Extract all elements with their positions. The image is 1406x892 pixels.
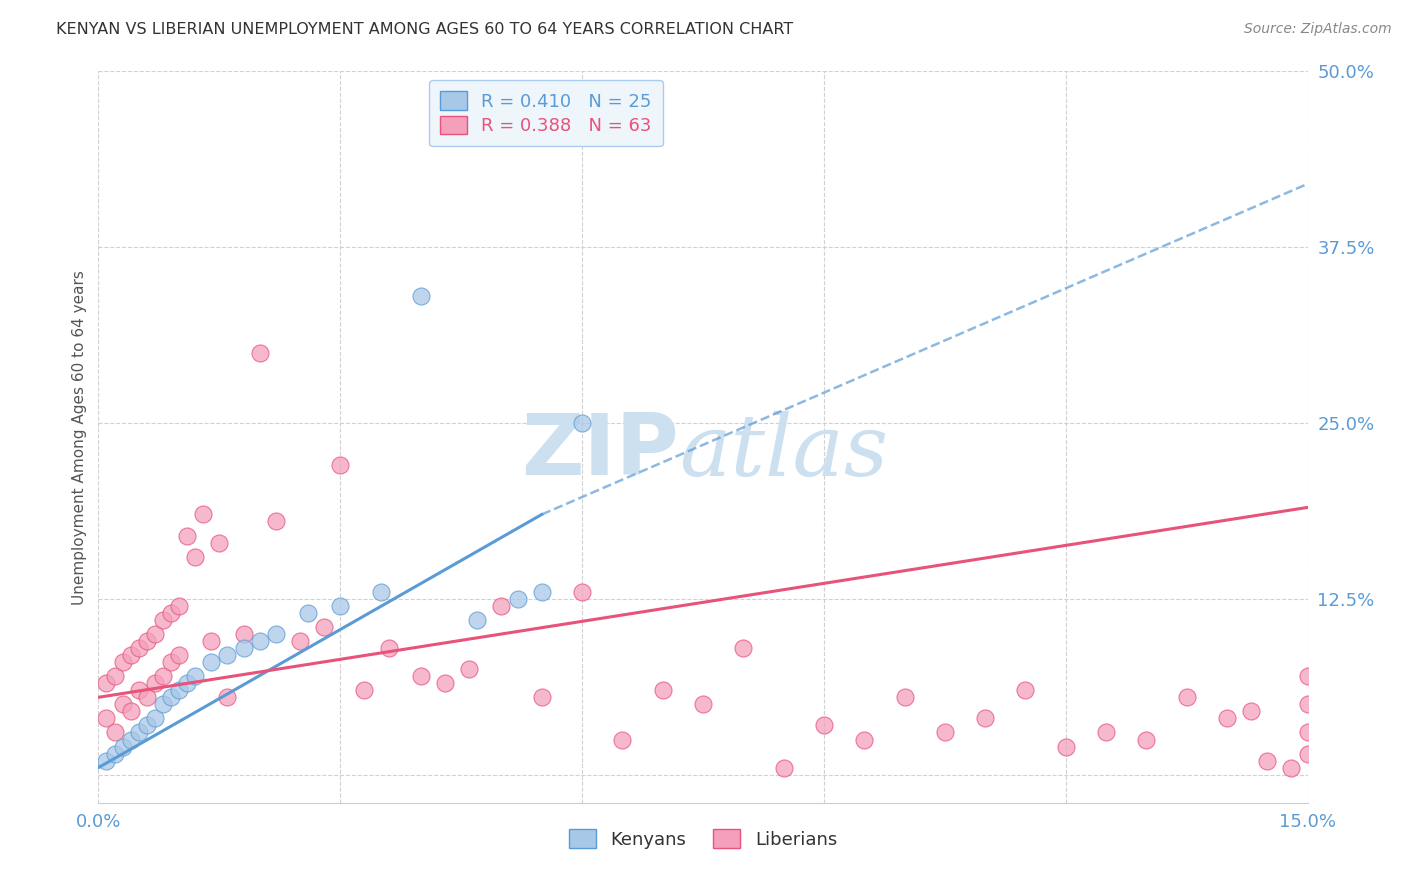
Point: [853, 732, 876, 747]
Y-axis label: Unemployment Among Ages 60 to 64 years: Unemployment Among Ages 60 to 64 years: [72, 269, 87, 605]
Point: [314, 620, 336, 634]
Point: [103, 747, 125, 761]
Point: [176, 676, 198, 690]
Point: [1175, 690, 1198, 705]
Point: [143, 676, 166, 690]
Point: [409, 289, 432, 303]
Point: [217, 690, 239, 705]
Point: [135, 718, 157, 732]
Point: [103, 725, 125, 739]
Point: [1095, 725, 1118, 739]
Point: [1014, 683, 1036, 698]
Point: [111, 655, 134, 669]
Point: [1054, 739, 1077, 754]
Point: [409, 669, 432, 683]
Point: [1296, 725, 1319, 739]
Text: ZIP: ZIP: [522, 410, 679, 493]
Point: [152, 698, 174, 712]
Point: [612, 732, 634, 747]
Point: [1216, 711, 1239, 725]
Point: [120, 648, 142, 662]
Point: [160, 606, 183, 620]
Point: [232, 641, 254, 656]
Point: [184, 549, 207, 564]
Point: [329, 458, 352, 473]
Point: [1240, 705, 1263, 719]
Point: [353, 683, 375, 698]
Point: [1281, 761, 1303, 775]
Point: [733, 641, 755, 656]
Point: [491, 599, 513, 613]
Point: [217, 648, 239, 662]
Point: [530, 584, 553, 599]
Text: atlas: atlas: [679, 410, 889, 493]
Point: [1135, 732, 1157, 747]
Point: [193, 508, 215, 522]
Point: [1296, 669, 1319, 683]
Point: [200, 655, 222, 669]
Point: [96, 754, 118, 768]
Point: [1296, 698, 1319, 712]
Point: [160, 655, 183, 669]
Point: [120, 732, 142, 747]
Point: [152, 669, 174, 683]
Point: [167, 683, 190, 698]
Point: [692, 698, 714, 712]
Point: [264, 627, 287, 641]
Point: [160, 690, 183, 705]
Point: [111, 698, 134, 712]
Point: [135, 634, 157, 648]
Point: [264, 515, 287, 529]
Point: [813, 718, 835, 732]
Point: [232, 627, 254, 641]
Point: [974, 711, 997, 725]
Point: [128, 641, 150, 656]
Text: KENYAN VS LIBERIAN UNEMPLOYMENT AMONG AGES 60 TO 64 YEARS CORRELATION CHART: KENYAN VS LIBERIAN UNEMPLOYMENT AMONG AG…: [56, 22, 793, 37]
Point: [465, 613, 488, 627]
Point: [288, 634, 311, 648]
Point: [934, 725, 956, 739]
Point: [103, 669, 125, 683]
Point: [135, 690, 157, 705]
Point: [176, 528, 198, 542]
Point: [370, 584, 392, 599]
Point: [143, 627, 166, 641]
Point: [208, 535, 231, 549]
Point: [96, 711, 118, 725]
Point: [297, 606, 319, 620]
Point: [571, 584, 593, 599]
Point: [120, 705, 142, 719]
Point: [329, 599, 352, 613]
Point: [1256, 754, 1278, 768]
Legend: Kenyans, Liberians: Kenyans, Liberians: [558, 819, 848, 860]
Point: [200, 634, 222, 648]
Point: [184, 669, 207, 683]
Point: [96, 676, 118, 690]
Point: [377, 641, 399, 656]
Point: [128, 683, 150, 698]
Point: [167, 648, 190, 662]
Point: [1296, 747, 1319, 761]
Point: [458, 662, 481, 676]
Point: [651, 683, 673, 698]
Point: [167, 599, 190, 613]
Point: [111, 739, 134, 754]
Point: [249, 634, 271, 648]
Point: [152, 613, 174, 627]
Point: [893, 690, 915, 705]
Point: [249, 345, 271, 359]
Point: [434, 676, 457, 690]
Point: [772, 761, 794, 775]
Point: [143, 711, 166, 725]
Text: Source: ZipAtlas.com: Source: ZipAtlas.com: [1244, 22, 1392, 37]
Point: [128, 725, 150, 739]
Point: [506, 591, 529, 606]
Point: [530, 690, 553, 705]
Point: [571, 416, 593, 430]
